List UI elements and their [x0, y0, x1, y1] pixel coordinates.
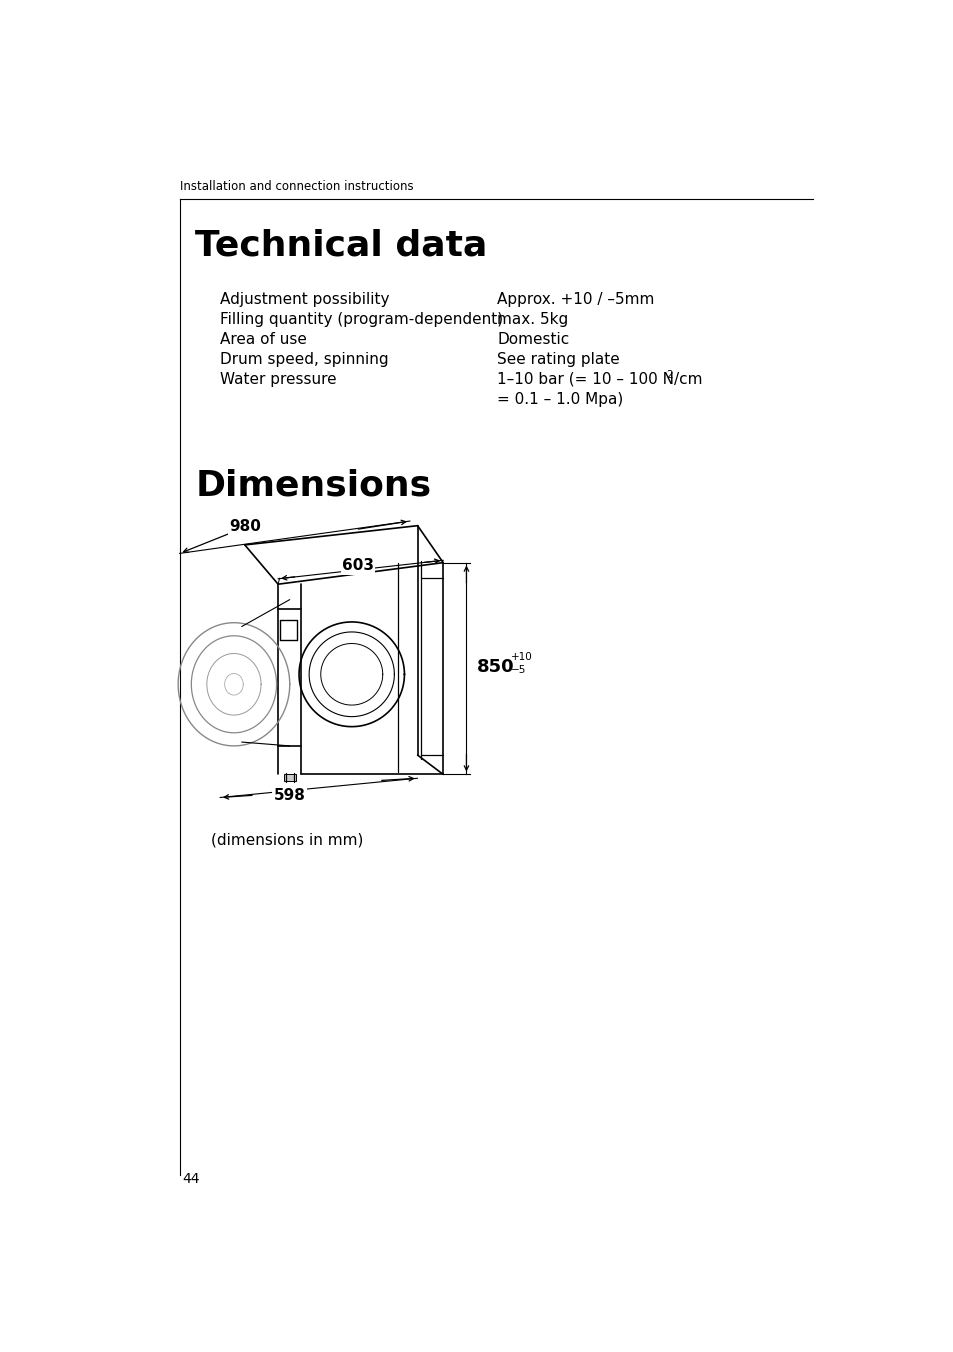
- Text: 980: 980: [230, 519, 261, 534]
- Text: Area of use: Area of use: [220, 331, 307, 346]
- Text: 598: 598: [274, 788, 305, 803]
- Text: Approx. +10 / –5mm: Approx. +10 / –5mm: [497, 292, 654, 307]
- Text: Installation and connection instructions: Installation and connection instructions: [179, 180, 413, 193]
- Text: 603: 603: [341, 558, 374, 573]
- Text: 2: 2: [666, 370, 672, 380]
- Text: Technical data: Technical data: [195, 228, 487, 262]
- Text: Filling quantity (program-dependent): Filling quantity (program-dependent): [220, 311, 502, 327]
- Text: 850: 850: [476, 657, 515, 676]
- Text: +10: +10: [510, 653, 532, 662]
- Text: 44: 44: [183, 1172, 200, 1186]
- Text: See rating plate: See rating plate: [497, 352, 619, 366]
- Text: 1–10 bar (= 10 – 100 N/cm: 1–10 bar (= 10 – 100 N/cm: [497, 372, 702, 387]
- Text: Dimensions: Dimensions: [195, 469, 431, 503]
- Bar: [284, 775, 295, 780]
- Text: Drum speed, spinning: Drum speed, spinning: [220, 352, 388, 366]
- Text: Domestic: Domestic: [497, 331, 569, 346]
- Text: = 0.1 – 1.0 Mpa): = 0.1 – 1.0 Mpa): [497, 392, 623, 407]
- Text: Adjustment possibility: Adjustment possibility: [220, 292, 389, 307]
- Text: max. 5kg: max. 5kg: [497, 311, 568, 327]
- Text: Water pressure: Water pressure: [220, 372, 336, 387]
- Text: (dimensions in mm): (dimensions in mm): [211, 831, 363, 848]
- Text: −5: −5: [510, 665, 525, 676]
